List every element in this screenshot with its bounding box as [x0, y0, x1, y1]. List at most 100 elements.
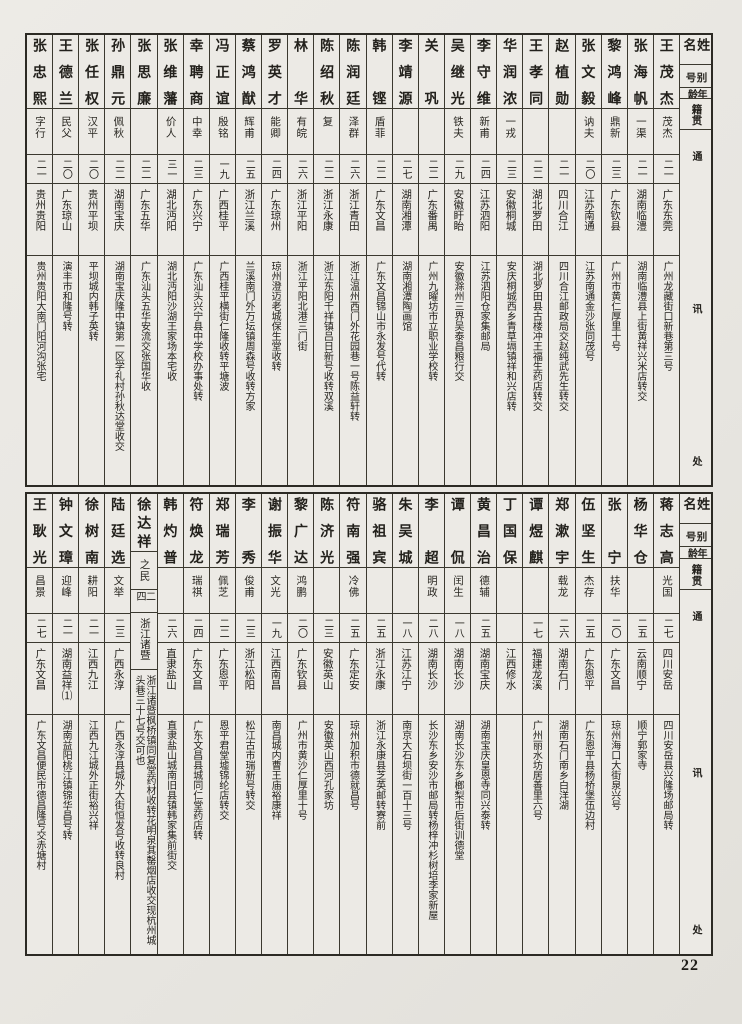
- name-cell-text: 李秀: [240, 497, 257, 564]
- alias-cell: 茂杰: [653, 109, 679, 155]
- alias-cell-text: 铁夫: [451, 116, 464, 139]
- origin-cell: 广东文昌: [601, 643, 627, 715]
- age-cell-text: 二〇: [60, 159, 72, 179]
- alias-cell-text: 汉平: [86, 116, 99, 139]
- age-cell: 二一: [653, 155, 679, 184]
- name-cell-text: 张忠熙: [31, 38, 48, 105]
- address-cell-text: 南京大石坝街一百十三号: [399, 720, 411, 830]
- entry-column: 王孝同 二二 湖北罗田 湖北罗田县古楼冲王福生药店转交: [522, 35, 549, 485]
- age-cell: 二二: [366, 155, 392, 184]
- address-cell-text: 平坝城内韩子英转: [86, 261, 98, 341]
- alias-cell-text: 杰存: [582, 575, 595, 598]
- origin-cell: 江苏泗阳: [471, 184, 497, 256]
- age-cell: 二三: [183, 155, 209, 184]
- name-cell: 郑漱宇: [549, 494, 575, 568]
- column-header-origin-text: 籍贯: [690, 564, 703, 587]
- alias-cell: 俊甫: [235, 568, 261, 614]
- origin-cell-text: 广东番禺: [426, 189, 439, 231]
- entry-column: 骆祖宾 二五 浙江永康 浙江永康县芝英邮转寮前: [365, 494, 392, 954]
- alias-cell-text: 扶华: [608, 575, 621, 598]
- address-cell-text: 长沙东乡安沙市邮局转杨梓冲杉树培李家新屋: [425, 720, 437, 920]
- name-cell-text: 林华: [293, 38, 310, 105]
- alias-cell: 佩秋: [105, 109, 131, 155]
- address-cell-text: 湖南益阳桃江镇锦华昌号转: [60, 720, 72, 840]
- age-cell: 一九: [262, 614, 288, 643]
- origin-cell-text: 湖南石门: [556, 648, 569, 690]
- name-cell-text: 黎广达: [293, 497, 310, 564]
- address-cell-text: 广东恩平县杨桥堡伍边村: [582, 720, 594, 830]
- origin-cell: 广东恩平: [575, 643, 601, 715]
- alias-cell: 一渠: [627, 109, 653, 155]
- age-cell: 二七: [392, 155, 418, 184]
- name-cell-text: 徐树南: [84, 497, 101, 564]
- age-cell: 一八: [444, 614, 470, 643]
- age-cell-text: 二九: [452, 159, 464, 179]
- entry-column: 黎鸿峰 鼎新 二三 广东钦县 广州市黄仁厚里十号: [600, 35, 627, 485]
- address-cell: 湖南长沙东乡榔梨市后街训德堂: [445, 715, 470, 954]
- name-cell: 孙鼎元: [105, 35, 131, 109]
- header-column: 姓名 别号 年龄 籍贯 通讯处: [679, 494, 711, 954]
- column-header-alias: 别号: [680, 524, 711, 548]
- origin-cell: 浙江青田: [340, 184, 366, 256]
- entry-column: 王茂杰 茂杰 二一 广东东莞 广州龙藏街口新巷第三号: [652, 35, 679, 485]
- age-cell: 一七: [523, 614, 549, 643]
- age-cell-text: 二〇: [582, 159, 594, 179]
- name-cell-text: 陆廷选: [110, 497, 127, 564]
- name-cell-text: 丁国保: [502, 497, 519, 564]
- address-cell-text: 广东文昌县城同仁堂药店转: [190, 720, 202, 840]
- age-cell-text: 二五: [243, 159, 255, 179]
- entry-column: 幸聘商 中幸 二三 广东兴宁 广东汕头兴宁县中学校办事处转: [182, 35, 209, 485]
- address-cell: 平坝城内韩子英转: [79, 256, 104, 485]
- origin-cell-text: 广东文昌: [374, 189, 387, 231]
- address-cell: 演丰市和隆号转: [53, 256, 78, 485]
- name-cell: 徐树南: [79, 494, 105, 568]
- name-cell: 李守维: [471, 35, 497, 109]
- age-cell-text: 二一: [86, 618, 98, 638]
- name-cell-text: 王茂杰: [658, 38, 675, 105]
- address-cell-text: 松江古市瑞新号转交: [242, 720, 254, 810]
- roster-table-bottom: 姓名 别号 年龄 籍贯 通讯处 蒋志高 光国 二七 四川安岳 四川安岳县兴隆场邮局转 杨华仓 二五 云南…: [25, 492, 713, 956]
- entry-column: 谢振华 文光 一九 江西南昌 南昌城内曹王庙裕康祥: [261, 494, 288, 954]
- column-header-name: 姓名: [680, 35, 711, 65]
- age-cell: 二五: [627, 614, 653, 643]
- address-cell: 安庆桐城西乡青草塥镇祥和兴店转: [497, 256, 522, 485]
- age-cell-text: 二五: [373, 618, 385, 638]
- origin-cell: 四川安岳: [653, 643, 679, 715]
- address-cell: 湖南石门南乡白洋湖: [549, 715, 574, 954]
- address-cell: 广州市黄沙仁厚里十号: [288, 715, 313, 954]
- entry-column: 徐树南 耕阳 二一 江西九江 江西九江城外正街裕兴祥: [78, 494, 105, 954]
- entry-column: 张宁 扶华 二〇 广东文昌 琼州海口大街泉兴号: [600, 494, 627, 954]
- address-cell-text: 顺宁郭家寺: [634, 720, 646, 770]
- address-cell-text: 贵州贵阳大南门阳河沟张宅: [33, 261, 45, 381]
- name-cell: 张思廉: [131, 35, 157, 109]
- age-cell-text: 二五: [582, 618, 594, 638]
- origin-cell: 湖北罗田: [523, 184, 549, 256]
- name-cell-text: 张海帆: [632, 38, 649, 105]
- address-cell-text: 四川安岳县兴隆场邮局转: [660, 720, 672, 830]
- address-cell-text: 湖南宝庆隆中镇第一区学礼村孙秋达堂收交: [112, 261, 124, 451]
- entry-column: 符南强 冷佛 二五 广东定安 琼州加积市德就昌号: [339, 494, 366, 954]
- origin-cell: 广东东莞: [653, 184, 679, 256]
- origin-cell-text: 湖南临澧: [635, 189, 648, 231]
- alias-cell-text: 闰生: [451, 575, 464, 598]
- address-cell-text: 江西九江城外正街裕兴祥: [86, 720, 98, 830]
- address-cell: 贵州贵阳大南门阳河沟张宅: [27, 256, 52, 485]
- age-cell-text: 二三: [243, 618, 255, 638]
- entry-column: 李靖源 二七 湖南湘潭 湖南湘潭陶画馆: [391, 35, 418, 485]
- name-cell-text: 骆祖宾: [371, 497, 388, 564]
- age-cell-text: 二六: [347, 159, 359, 179]
- age-cell: 二一: [549, 155, 575, 184]
- address-cell: 江苏泗阳仓家集邮局: [471, 256, 496, 485]
- age-cell: 二二: [523, 155, 549, 184]
- origin-cell-text: 江苏南通: [583, 189, 596, 231]
- alias-cell: [392, 109, 418, 155]
- age-cell: 二二: [131, 155, 157, 184]
- address-cell: 广州丽水坊居善里六号: [523, 715, 548, 954]
- age-cell: 二四: [262, 155, 288, 184]
- alias-cell-text: 茂杰: [660, 116, 673, 139]
- origin-cell-text: 广东文昌: [191, 648, 204, 690]
- address-cell-text: 琼州加积市德就昌号: [347, 720, 359, 810]
- address-cell-text: 琼州澄迈老城保生堂收转: [269, 261, 281, 371]
- name-cell: 王耿光: [26, 494, 52, 568]
- address-cell: 湖南宝庆皇恩寺同兴泰转: [471, 715, 496, 954]
